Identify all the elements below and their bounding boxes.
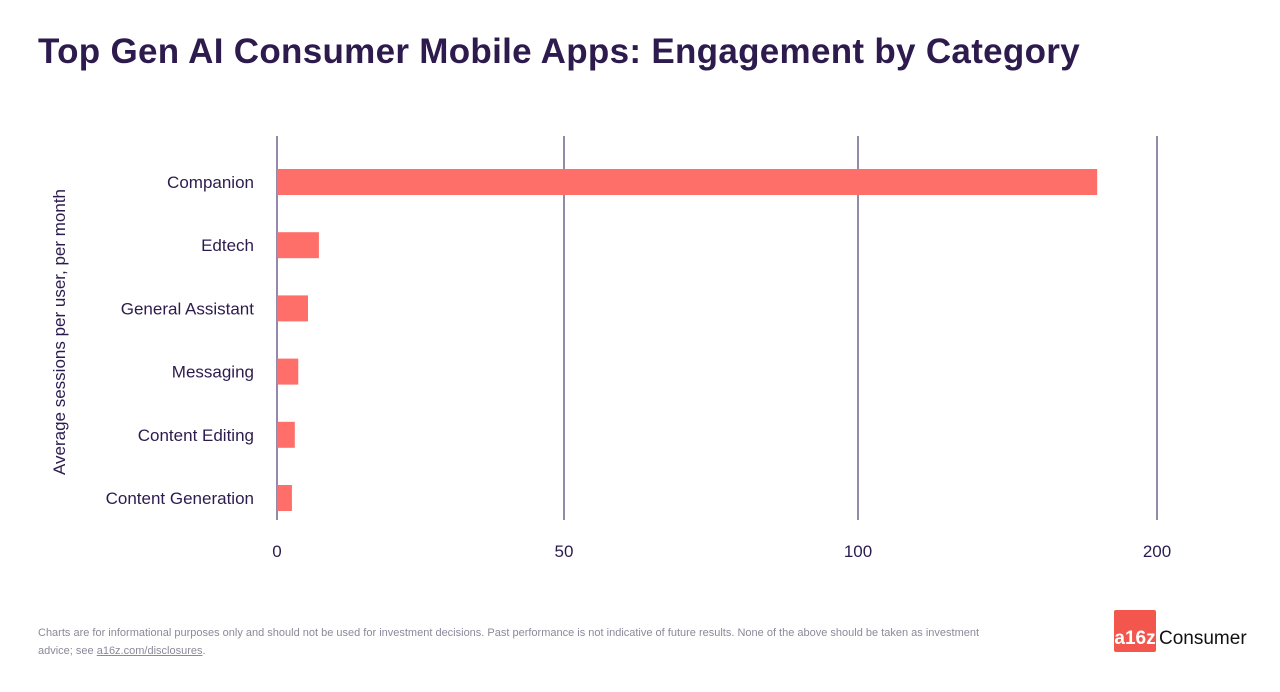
logo-text: Consumer [1159, 628, 1247, 649]
disclaimer: Charts are for informational purposes on… [38, 624, 998, 660]
logo-mark: a16z [1114, 610, 1156, 652]
disclaimer-end: . [202, 645, 206, 657]
category-label: Messaging [172, 363, 254, 382]
category-label: Companion [167, 173, 254, 192]
disclaimer-text: Charts are for informational purposes on… [38, 627, 980, 657]
x-tick-label: 0 [272, 542, 281, 561]
bar [277, 295, 308, 322]
x-tick-label: 200 [1143, 542, 1171, 561]
category-label: Edtech [201, 236, 254, 255]
bar [277, 169, 1098, 195]
a16z-consumer-logo: a16z Consumer [1114, 610, 1247, 652]
bar [277, 421, 295, 448]
x-tick-label: 100 [844, 542, 872, 561]
category-label: Content Editing [138, 426, 254, 445]
bar [277, 358, 299, 385]
category-label: Content Generation [106, 489, 254, 508]
x-tick-label: 50 [555, 542, 574, 561]
chart-title: Top Gen AI Consumer Mobile Apps: Engagem… [38, 32, 1080, 71]
category-label: General Assistant [121, 299, 255, 318]
disclosures-link[interactable]: a16z.com/disclosures [96, 645, 203, 657]
bar [277, 485, 292, 511]
bar [277, 232, 319, 259]
